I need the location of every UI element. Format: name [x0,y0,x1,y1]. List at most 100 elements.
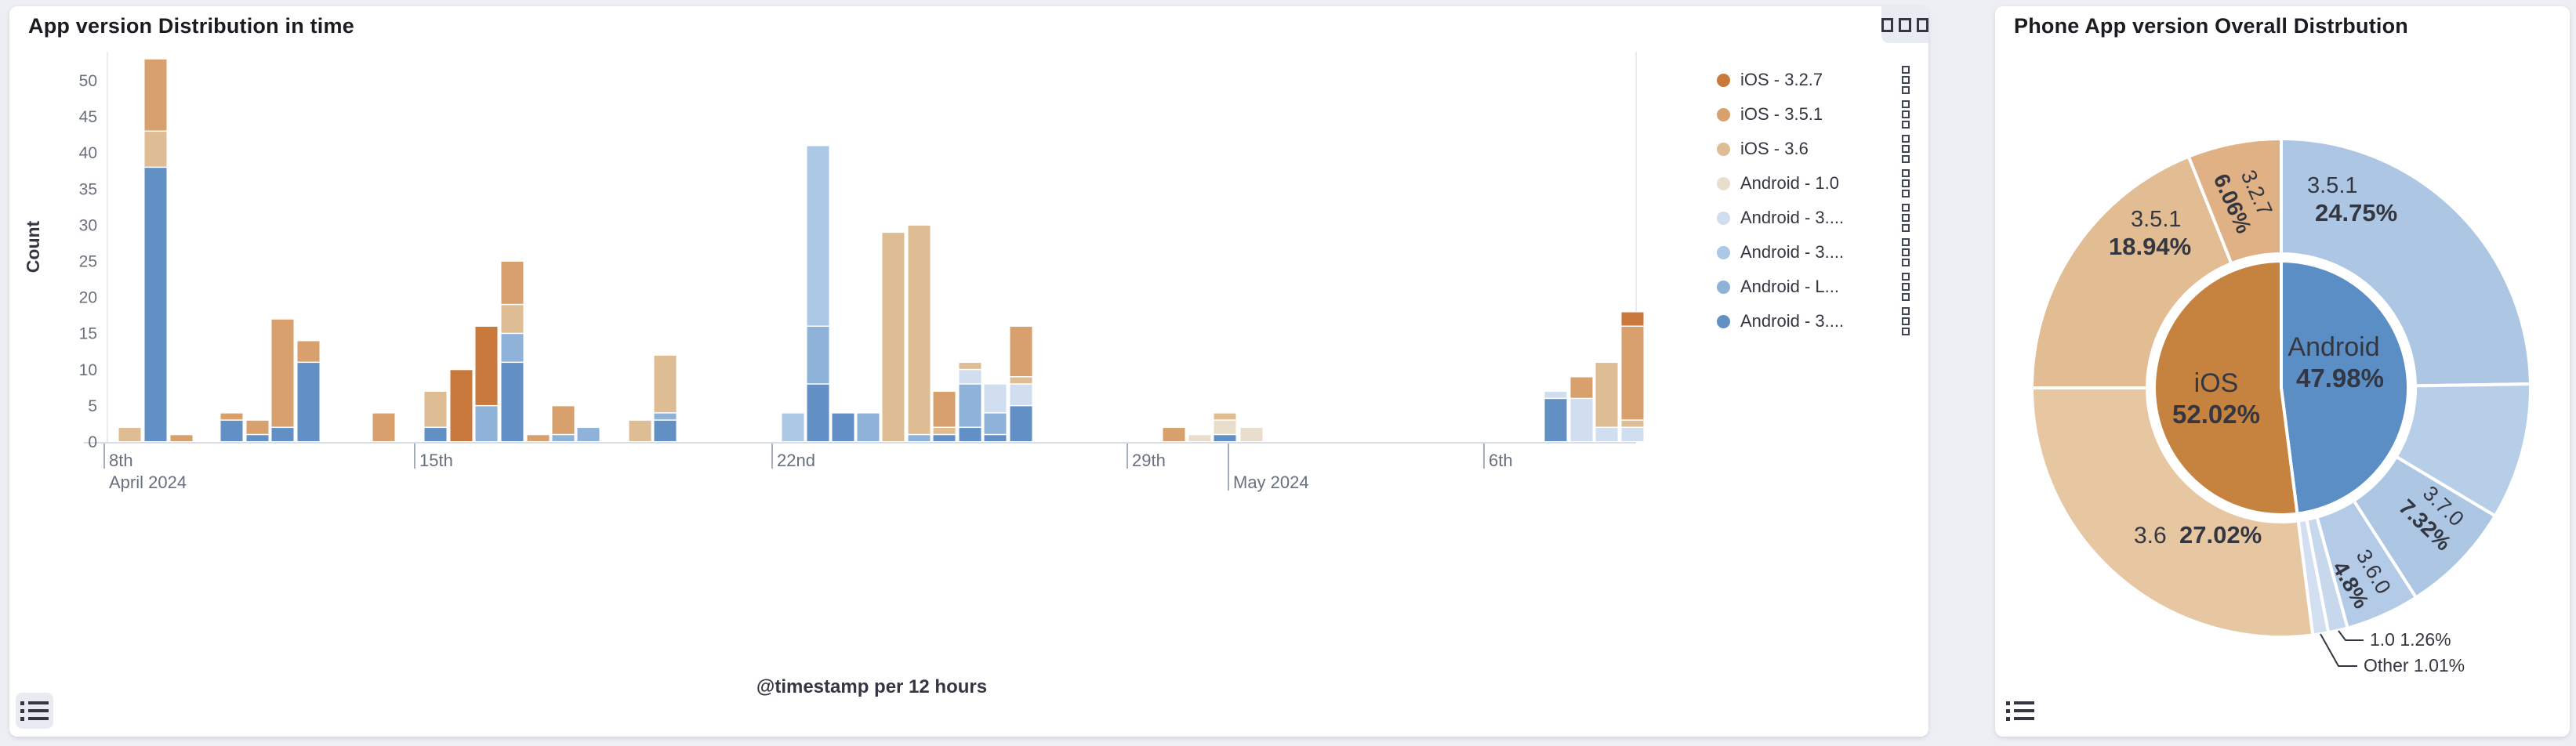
bar-segment[interactable] [1213,419,1237,435]
legend-toggle-button[interactable] [16,693,53,729]
bar-segment[interactable] [500,304,524,334]
legend-item[interactable]: Android - 3.... [1717,201,1913,235]
bar-segment[interactable] [474,325,499,406]
y-axis-tick-label: 25 [79,253,97,271]
donut-outer-segment[interactable] [2030,154,2233,389]
bar-segment[interactable] [296,362,321,442]
bar-segment[interactable] [983,412,1007,435]
donut-chart[interactable]: 3.5.124.75%3.5.118.94%3.6 27.02%3.2.76.06… [1995,6,2570,737]
bar-segment[interactable] [1620,325,1645,421]
bar-segment[interactable] [143,58,168,132]
bar-segment[interactable] [983,383,1007,414]
bar-segment[interactable] [1009,383,1033,406]
bar-segment[interactable] [628,419,652,443]
stacked-bar-chart[interactable]: 0 5 10 15 20 25 30 35 40 45 50 8th 15th 22nd 29th 6th Ap… [9,6,1928,737]
bar-segment[interactable] [806,325,830,385]
bar-segment[interactable] [806,383,830,442]
bar-segment[interactable] [856,412,880,442]
bar-segment[interactable] [1595,362,1619,428]
legend-item-actions-icon[interactable] [1902,238,1910,266]
bar-segment[interactable] [143,167,168,442]
bar-segment[interactable] [781,412,805,442]
legend-item[interactable]: iOS - 3.6 [1717,132,1913,166]
bar-segment[interactable] [500,333,524,363]
bar-segment[interactable] [372,412,396,442]
bar-segment[interactable] [1009,405,1033,442]
bar-segment[interactable] [958,362,982,370]
bar-segment[interactable] [932,434,956,443]
bar-segment[interactable] [1009,376,1033,385]
bar-segment[interactable] [270,427,295,442]
bar-segment[interactable] [1544,398,1568,442]
bar-segment[interactable] [1213,412,1237,421]
legend-item-actions-icon[interactable] [1902,100,1910,129]
bar-segment[interactable] [1569,376,1594,399]
legend-item-actions-icon[interactable] [1902,273,1910,301]
bar-segment[interactable] [245,419,270,435]
bar-segment[interactable] [220,412,244,421]
bar-segment[interactable] [474,405,499,442]
legend-item[interactable]: Android - 3.... [1717,304,1913,339]
bar-segment[interactable] [907,224,931,435]
bar-segment[interactable] [1620,427,1645,442]
legend-item[interactable]: iOS - 3.5.1 [1717,97,1913,132]
legend-item[interactable]: iOS - 3.2.7 [1717,63,1913,97]
bar-segment[interactable] [143,131,168,168]
legend-item[interactable]: Android - 1.0 [1717,166,1913,201]
bar-segment[interactable] [653,419,677,443]
bar-segment[interactable] [1162,427,1186,442]
bar-segment[interactable] [296,340,321,363]
donut-inner-segment[interactable] [2280,259,2410,516]
legend-item-actions-icon[interactable] [1902,135,1910,163]
bar-segment[interactable] [449,369,473,442]
bar-segment[interactable] [653,354,677,414]
bar-segment[interactable] [806,145,830,327]
bar-segment[interactable] [907,434,931,443]
bar-segment[interactable] [551,405,575,435]
legend-item-actions-icon[interactable] [1902,204,1910,232]
x-axis-tick-label: 15th [419,451,453,470]
legend-item-actions-icon[interactable] [1902,169,1910,197]
bar-segment[interactable] [1620,419,1645,428]
bar-segment[interactable] [881,232,905,442]
legend-item-actions-icon[interactable] [1902,307,1910,335]
bar-segment[interactable] [983,434,1007,443]
bar-segment[interactable] [1213,434,1237,443]
bar-segment[interactable] [576,427,600,442]
bar-segment[interactable] [1239,427,1264,442]
bar-segment[interactable] [526,434,550,443]
bar-segment[interactable] [423,427,448,442]
bar-segment[interactable] [958,427,982,442]
bar-segment[interactable] [270,318,295,428]
bar-segment[interactable] [551,434,575,443]
bar-segment[interactable] [932,390,956,428]
bar-segment[interactable] [958,383,982,428]
legend-toggle-button[interactable] [2001,693,2039,729]
bar-segment[interactable] [245,434,270,443]
donut-outer-segment[interactable] [2186,137,2283,266]
svg-text:3.5.1: 3.5.1 [2131,207,2182,232]
bar-segment[interactable] [932,427,956,435]
bar-segment[interactable] [1544,390,1568,399]
bar-segment[interactable] [423,390,448,428]
bar-segment[interactable] [1569,398,1594,442]
bar-segment[interactable] [1595,427,1619,442]
bar-segment[interactable] [169,434,194,443]
legend-item[interactable]: Android - 3.... [1717,235,1913,270]
panel-options-button[interactable] [1881,6,1928,43]
donut-inner-segment[interactable] [2153,259,2299,516]
bar-segment[interactable] [118,427,142,442]
bar-segment[interactable] [831,412,855,442]
donut-outer-segment[interactable] [2030,386,2315,639]
bar-segment[interactable] [1620,311,1645,327]
bar-segment[interactable] [653,412,677,421]
bar-segment[interactable] [1188,434,1212,443]
bar-segment[interactable] [958,369,982,385]
legend-item-actions-icon[interactable] [1902,66,1910,94]
bar-segment[interactable] [220,419,244,443]
bar-segment[interactable] [1009,325,1033,378]
donut-outer-segment[interactable] [2280,137,2532,388]
bar-segment[interactable] [500,261,524,305]
legend-item[interactable]: Android - L... [1717,270,1913,304]
bar-segment[interactable] [500,362,524,442]
